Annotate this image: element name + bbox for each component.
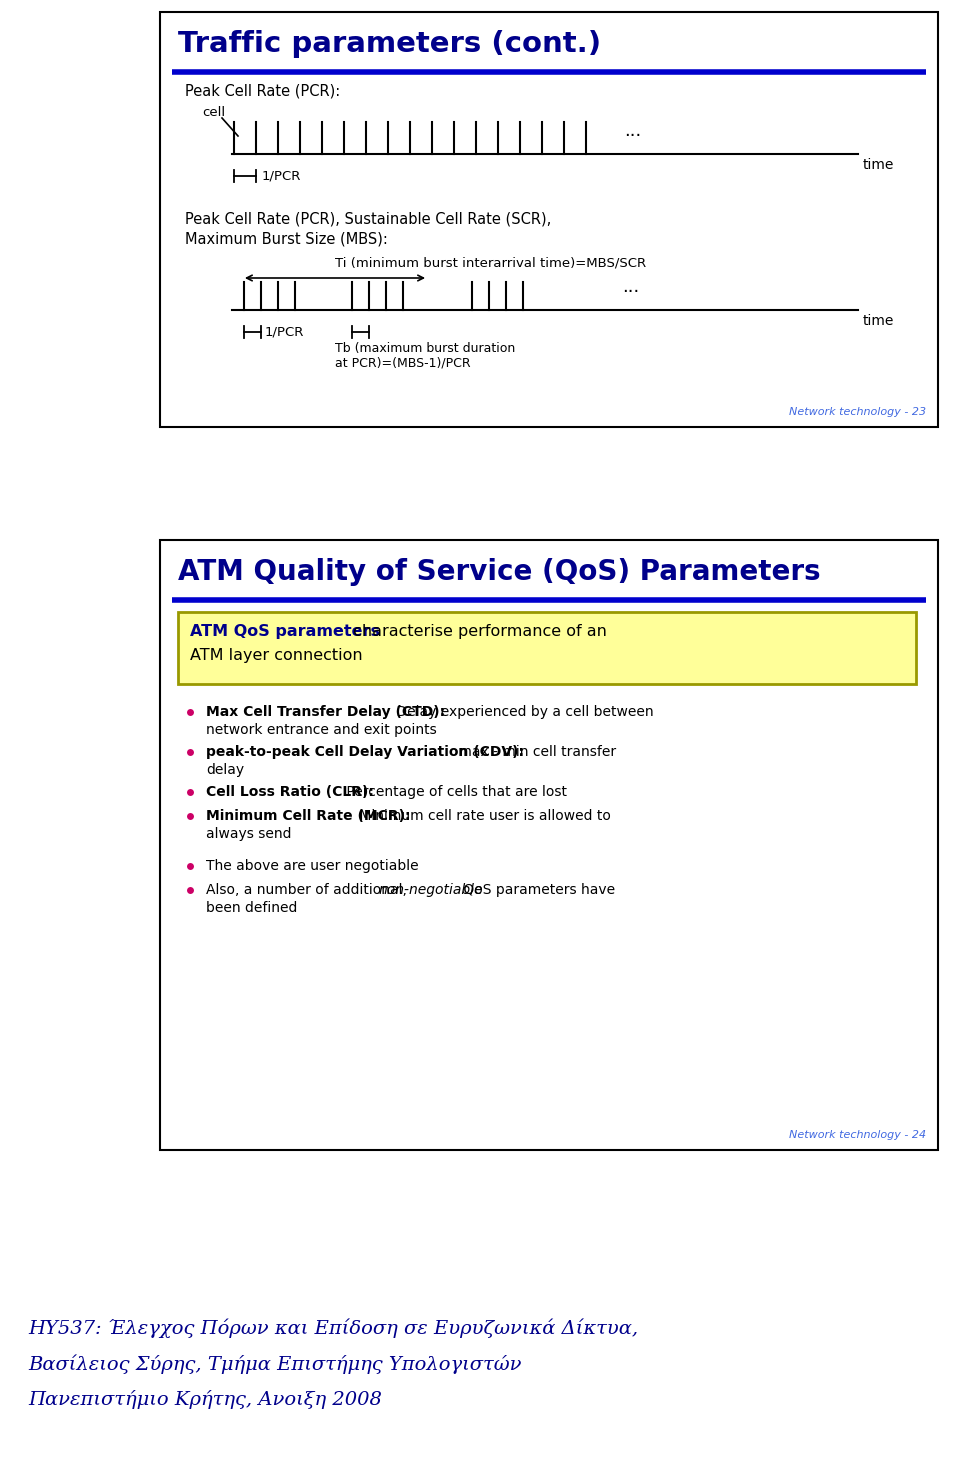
Text: time: time [863, 159, 895, 172]
Text: Percentage of cells that are lost: Percentage of cells that are lost [343, 785, 567, 799]
Text: ATM QoS parameters: ATM QoS parameters [190, 624, 380, 639]
Text: Max Cell Transfer Delay (CTD):: Max Cell Transfer Delay (CTD): [206, 705, 445, 719]
Bar [160, 540, 938, 1149]
Text: ...: ... [624, 122, 641, 139]
Text: The above are user negotiable: The above are user negotiable [206, 859, 419, 873]
Text: QoS parameters have: QoS parameters have [459, 882, 615, 897]
Text: Traffic parameters (cont.): Traffic parameters (cont.) [178, 29, 601, 59]
Text: HY537: Έλεγχος Πόρων και Επίδοση σε Ευρυζωνικά Δίκτυα,: HY537: Έλεγχος Πόρων και Επίδοση σε Ευρυ… [28, 1318, 638, 1337]
Text: Minimum Cell Rate (MCR):: Minimum Cell Rate (MCR): [206, 809, 411, 824]
Text: Network technology - 23: Network technology - 23 [789, 407, 926, 417]
Text: time: time [863, 314, 895, 327]
Text: Network technology - 24: Network technology - 24 [789, 1130, 926, 1141]
Text: non-negotiable: non-negotiable [378, 882, 483, 897]
Text: 1/PCR: 1/PCR [265, 326, 304, 339]
Text: been defined: been defined [206, 901, 298, 915]
Text: always send: always send [206, 826, 292, 841]
Bar [160, 12, 938, 427]
Text: Tb (maximum burst duration: Tb (maximum burst duration [335, 342, 516, 355]
Text: Maximum Burst Size (MBS):: Maximum Burst Size (MBS): [185, 230, 388, 247]
Text: Peak Cell Rate (PCR), Sustainable Cell Rate (SCR),: Peak Cell Rate (PCR), Sustainable Cell R… [185, 211, 551, 228]
Text: ATM Quality of Service (QoS) Parameters: ATM Quality of Service (QoS) Parameters [178, 558, 821, 586]
Text: delay: delay [206, 763, 244, 777]
Text: at PCR)=(MBS-1)/PCR: at PCR)=(MBS-1)/PCR [335, 357, 470, 368]
Text: Cell Loss Ratio (CLR):: Cell Loss Ratio (CLR): [206, 785, 373, 799]
Text: cell: cell [202, 106, 226, 119]
Text: characterise performance of an: characterise performance of an [348, 624, 607, 639]
Text: Peak Cell Rate (PCR):: Peak Cell Rate (PCR): [185, 84, 340, 98]
Text: network entrance and exit points: network entrance and exit points [206, 724, 437, 737]
Text: max - min cell transfer: max - min cell transfer [454, 744, 616, 759]
Bar [178, 612, 916, 684]
Text: Βασίλειος Σύρης, Τμήμα Επιστήμης Υπολογιστών: Βασίλειος Σύρης, Τμήμα Επιστήμης Υπολογι… [28, 1353, 521, 1374]
Text: Minimum cell rate user is allowed to: Minimum cell rate user is allowed to [355, 809, 611, 824]
Text: 1/PCR: 1/PCR [262, 169, 301, 182]
Text: ...: ... [622, 277, 639, 297]
Text: Delay experienced by a cell between: Delay experienced by a cell between [392, 705, 654, 719]
Text: peak-to-peak Cell Delay Variation (CDV):: peak-to-peak Cell Delay Variation (CDV): [206, 744, 524, 759]
Text: Ti (minimum burst interarrival time)=MBS/SCR: Ti (minimum burst interarrival time)=MBS… [335, 255, 646, 269]
Text: ATM layer connection: ATM layer connection [190, 647, 363, 664]
Text: Πανεπιστήμιο Κρήτης, Ανοιξη 2008: Πανεπιστήμιο Κρήτης, Ανοιξη 2008 [28, 1390, 382, 1409]
Text: Also, a number of additional,: Also, a number of additional, [206, 882, 411, 897]
